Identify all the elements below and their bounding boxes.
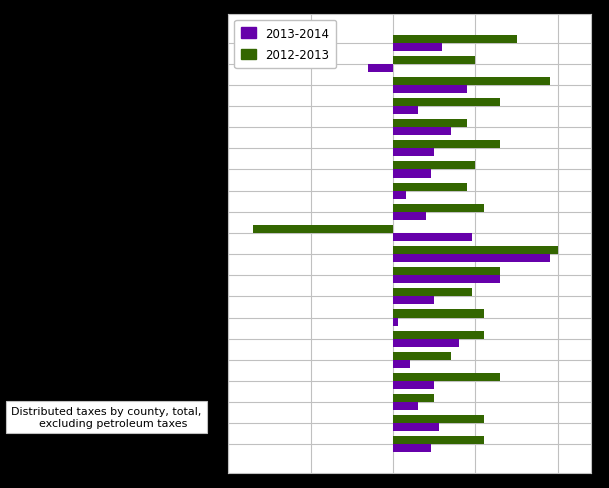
Bar [393,310,484,318]
Text: Distributed taxes by county, total,
    excluding petroleum taxes: Distributed taxes by county, total, excl… [12,407,202,428]
Bar [393,57,476,64]
Bar [393,255,549,263]
Bar [393,318,398,326]
Bar [393,436,484,445]
Bar [393,36,516,43]
Bar [393,107,418,115]
Bar [393,183,467,191]
Bar [393,99,500,107]
Bar [393,246,558,255]
Bar [393,352,451,360]
Bar [393,445,431,452]
Bar [393,170,431,178]
Bar [393,289,472,297]
Bar [368,64,393,73]
Bar [393,86,467,94]
Bar [393,394,434,402]
Bar [393,204,484,212]
Bar [393,373,500,381]
Bar [393,402,418,410]
Bar [393,149,434,157]
Bar [393,297,434,305]
Bar [393,233,472,242]
Legend: 2013-2014, 2012-2013: 2013-2014, 2012-2013 [234,20,336,69]
Bar [393,339,459,347]
Bar [393,276,500,284]
Bar [393,331,484,339]
Bar [393,78,549,86]
Bar [393,120,467,128]
Bar [393,162,476,170]
Bar [393,141,500,149]
Bar [393,415,484,424]
Bar [393,267,500,276]
Bar [393,212,426,221]
Bar [253,225,393,233]
Bar [393,424,439,431]
Bar [393,191,406,199]
Bar [393,381,434,389]
Bar [393,360,410,368]
Bar [393,43,443,52]
Bar [393,128,451,136]
